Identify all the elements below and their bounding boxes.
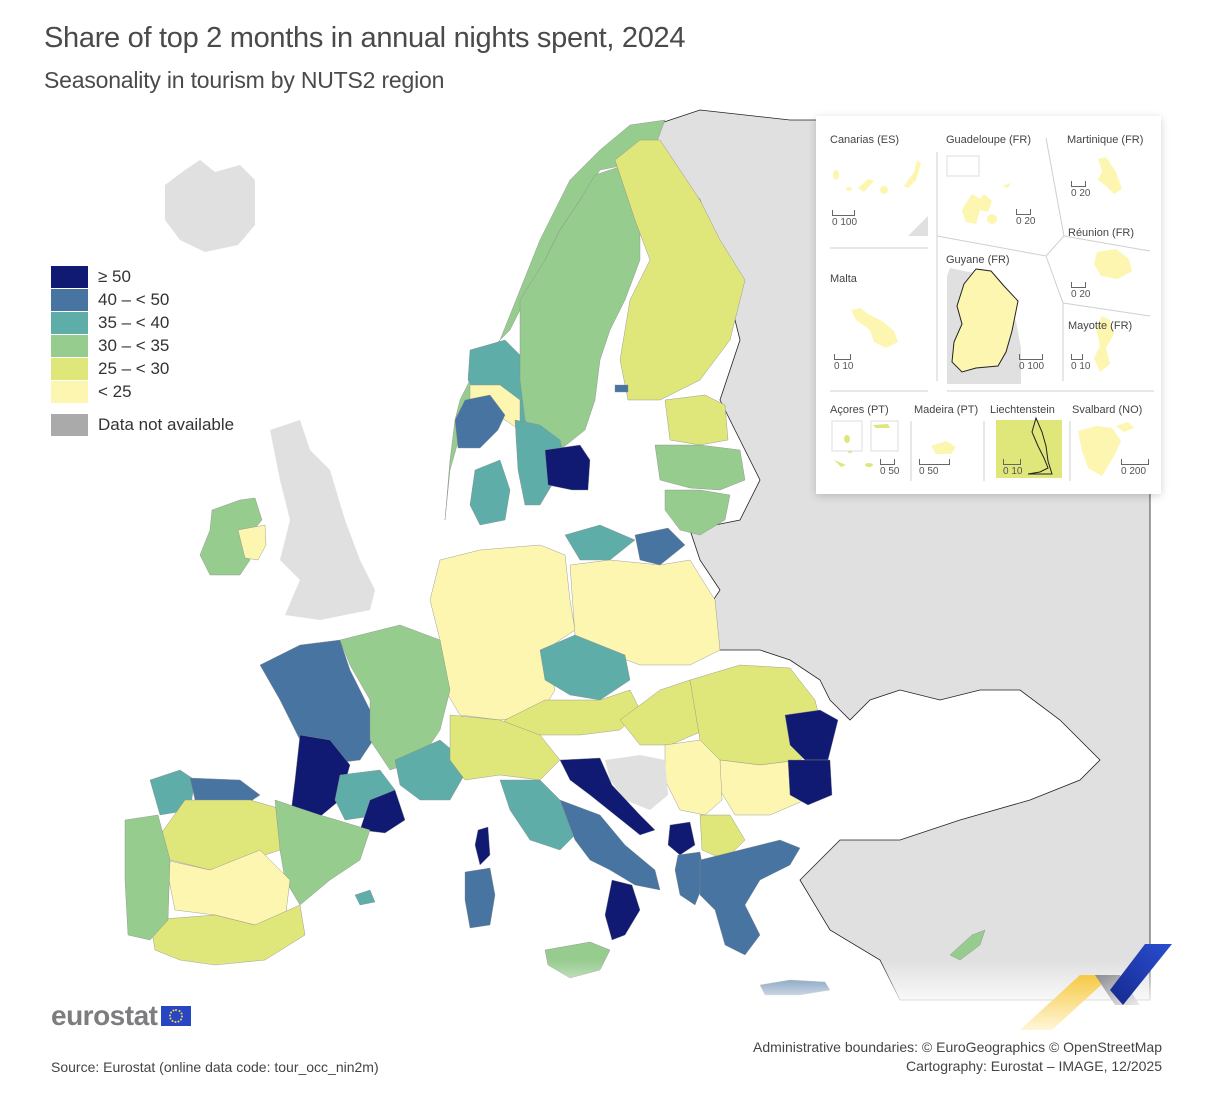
legend-swatch bbox=[51, 380, 88, 403]
inset-label: Svalbard (NO) bbox=[1072, 404, 1143, 416]
legend-swatch bbox=[51, 357, 88, 380]
inset-label: Madeira (PT) bbox=[914, 404, 979, 416]
source-note: Source: Eurostat (online data code: tour… bbox=[51, 1059, 379, 1075]
region-spain-east bbox=[274, 799, 371, 906]
legend-label: < 25 bbox=[98, 381, 132, 401]
region-lithuania bbox=[664, 489, 731, 536]
inset-label: Guyane (FR) bbox=[946, 254, 1010, 266]
region-portugal bbox=[124, 814, 171, 941]
map-title: Share of top 2 months in annual nights s… bbox=[44, 22, 686, 54]
legend-label: 30 – < 35 bbox=[98, 335, 170, 355]
eurostat-ribbon-decoration bbox=[1020, 944, 1172, 1030]
scale-bar: 0 10 bbox=[1071, 354, 1090, 372]
scale-bar: 0 50 bbox=[919, 459, 950, 477]
region-france-aquitaine bbox=[289, 734, 351, 826]
region-sardinia bbox=[464, 867, 496, 929]
scale-bar: 0 20 bbox=[1071, 181, 1090, 199]
region-montenegro bbox=[667, 821, 696, 856]
legend-item: 40 – < 50 bbox=[51, 288, 234, 311]
region-bosnia-and-herzegovina bbox=[605, 755, 668, 810]
eurostat-logo: eurostat bbox=[51, 1000, 192, 1032]
scale-bar: 0 20 bbox=[1016, 209, 1035, 227]
legend-item: ≥ 50 bbox=[51, 265, 234, 288]
inset-label: Malta bbox=[830, 273, 857, 285]
region-croatia-adriatic bbox=[559, 757, 656, 836]
eu-flag-icon bbox=[161, 1006, 192, 1026]
scale-bar: 0 200 bbox=[1121, 459, 1149, 477]
legend-swatch bbox=[51, 334, 88, 357]
legend-swatch bbox=[51, 288, 88, 311]
scale-bar: 0 10 bbox=[1003, 459, 1022, 477]
inset-label: Réunion (FR) bbox=[1068, 227, 1135, 239]
region--land bbox=[614, 384, 629, 393]
legend-label: 40 – < 50 bbox=[98, 289, 170, 309]
region-greece bbox=[699, 839, 801, 956]
region-albania bbox=[674, 851, 706, 906]
scale-bar: 0 10 bbox=[834, 354, 853, 372]
inset-label: Açores (PT) bbox=[830, 404, 889, 416]
region-norway-agder bbox=[454, 394, 506, 449]
inset-label: Mayotte (FR) bbox=[1068, 320, 1133, 332]
region-france-languedoc bbox=[359, 789, 406, 834]
map-subtitle: Seasonality in tourism by NUTS2 region bbox=[44, 67, 445, 93]
credits-boundaries: Administrative boundaries: © EuroGeograp… bbox=[753, 1039, 1162, 1055]
edge-fade bbox=[0, 960, 1210, 1010]
inset-dividers bbox=[830, 137, 1154, 481]
scale-bar: 0 100 bbox=[1019, 354, 1044, 372]
legend-item: 25 – < 30 bbox=[51, 357, 234, 380]
scale-bar: 0 50 bbox=[880, 459, 899, 477]
region-estonia bbox=[664, 394, 729, 446]
region-iceland bbox=[165, 160, 255, 252]
region-bulgaria bbox=[719, 759, 806, 816]
logo-text: eurostat bbox=[51, 1000, 158, 1031]
inset-panel: Canarias (ES) Guadeloupe (FR) Martinique… bbox=[816, 116, 1161, 494]
region-latvia bbox=[654, 444, 746, 491]
region-north-macedonia bbox=[699, 814, 746, 861]
region-cyprus bbox=[949, 929, 986, 961]
inset-label: Martinique (FR) bbox=[1067, 134, 1144, 146]
region-united-kingdom bbox=[270, 420, 375, 620]
region-italy-centre bbox=[499, 779, 581, 851]
region-czechia bbox=[539, 634, 631, 701]
legend-swatch bbox=[51, 413, 88, 436]
region-denmark bbox=[469, 459, 511, 526]
region-sweden-north bbox=[519, 164, 641, 451]
scale-bar: 0 20 bbox=[1071, 282, 1090, 300]
legend-item: < 25 bbox=[51, 380, 234, 403]
region-poland-warmia bbox=[634, 527, 686, 566]
legend-label: Data not available bbox=[98, 414, 235, 434]
region-calabria bbox=[604, 879, 641, 941]
inset-label: Liechtenstein bbox=[990, 404, 1055, 416]
region-finland bbox=[614, 139, 746, 401]
region-baleares bbox=[354, 889, 376, 906]
legend-label: 35 – < 40 bbox=[98, 312, 170, 332]
region-corsica bbox=[474, 826, 491, 866]
legend-label: ≥ 50 bbox=[98, 266, 131, 286]
inset-label: Guadeloupe (FR) bbox=[946, 134, 1031, 146]
legend-item-not-available: Data not available bbox=[51, 413, 234, 436]
region-germany bbox=[429, 544, 576, 721]
legend: ≥ 50 40 – < 50 35 – < 40 30 – < 35 25 – … bbox=[51, 265, 234, 436]
region-ireland-east bbox=[237, 524, 267, 561]
region-sweden-sm-land bbox=[544, 444, 591, 491]
legend-label: 25 – < 30 bbox=[98, 358, 170, 378]
region-spain-south bbox=[149, 904, 306, 966]
inset-label: Canarias (ES) bbox=[830, 134, 900, 146]
region-serbia bbox=[664, 739, 723, 816]
region-bulgaria-coast bbox=[787, 759, 833, 806]
legend-swatch bbox=[51, 311, 88, 334]
scale-bar: 0 100 bbox=[832, 210, 857, 228]
credits: Administrative boundaries: © EuroGeograp… bbox=[753, 1038, 1162, 1076]
legend-item: 30 – < 35 bbox=[51, 334, 234, 357]
region-spain-cantabria bbox=[189, 777, 261, 806]
legend-item: 35 – < 40 bbox=[51, 311, 234, 334]
inset-canarias-shape bbox=[833, 160, 921, 194]
credits-cartography: Cartography: Eurostat – IMAGE, 12/2025 bbox=[905, 1058, 1162, 1074]
region-poland-pomorskie bbox=[564, 524, 636, 561]
region-italy-south bbox=[559, 799, 661, 891]
legend-swatch bbox=[51, 265, 88, 288]
